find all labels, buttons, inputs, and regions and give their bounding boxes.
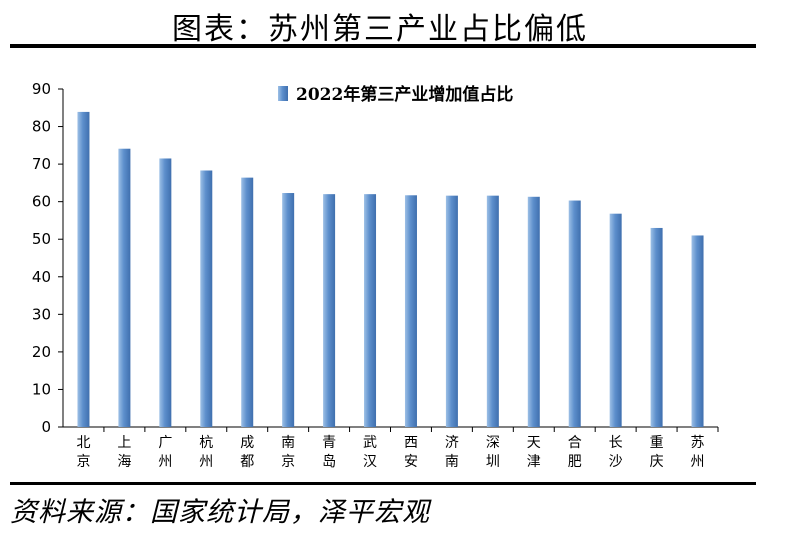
y-tick-label: 30 (32, 305, 51, 323)
bottom-rule (10, 482, 756, 485)
x-tick-label: 天津 (527, 435, 541, 470)
x-tick-label-char: 西 (404, 435, 418, 451)
x-tick-label: 济南 (445, 435, 459, 470)
x-tick-label-char: 南 (445, 454, 459, 470)
x-tick-label-char: 杭 (199, 435, 213, 451)
x-tick-label: 长沙 (609, 435, 623, 470)
x-tick-label-char: 圳 (486, 454, 500, 470)
x-tick-label: 西安 (404, 435, 418, 470)
x-tick-label: 北京 (76, 435, 90, 470)
x-tick-label-char: 苏 (691, 435, 705, 451)
x-tick-label: 武汉 (363, 435, 377, 470)
bar-南京 (282, 193, 295, 427)
y-tick-label: 20 (32, 343, 51, 361)
x-tick-label-char: 成 (240, 435, 254, 451)
bar-青岛 (323, 194, 336, 427)
x-tick-label-char: 州 (691, 454, 705, 470)
x-tick-label: 南京 (281, 435, 295, 470)
bar-武汉 (364, 194, 377, 427)
bar-济南 (445, 195, 458, 427)
y-tick-label: 70 (32, 155, 51, 173)
axes: 0 10 20 30 40 50 60 70 80 90 (32, 80, 719, 436)
bar-北京 (77, 111, 90, 428)
bar-上海 (118, 148, 131, 428)
x-tick-label: 深圳 (486, 435, 500, 470)
bars (77, 111, 704, 428)
x-tick-label-char: 长 (609, 435, 623, 451)
x-tick-label-char: 岛 (322, 454, 336, 470)
x-tick-label-char: 北 (76, 435, 90, 451)
bar-苏州 (691, 235, 704, 427)
y-tick-label: 80 (32, 118, 51, 136)
y-tick-label: 60 (32, 193, 51, 211)
x-tick-label: 上海 (117, 435, 131, 470)
x-tick-label: 苏州 (691, 435, 705, 470)
x-tick-label-char: 州 (158, 454, 172, 470)
x-tick-label-char: 天 (527, 435, 541, 451)
source-note: 资料来源：国家统计局，泽平宏观 (10, 497, 430, 528)
x-tick-label-char: 广 (158, 435, 172, 451)
x-tick-label: 成都 (240, 435, 254, 470)
x-tick-label-char: 上 (117, 435, 131, 451)
x-tick-label-char: 青 (322, 435, 336, 451)
x-tick-label-char: 都 (240, 454, 254, 470)
x-tick-label-char: 肥 (568, 454, 582, 470)
y-tick-label: 10 (32, 380, 51, 398)
bar-天津 (527, 196, 540, 427)
x-tick-label-char: 京 (281, 454, 295, 470)
y-tick-label: 90 (32, 80, 51, 98)
x-tick-label-char: 安 (404, 454, 418, 470)
bar-长沙 (609, 213, 622, 427)
x-tick-label-char: 庆 (650, 454, 664, 470)
bar-广州 (159, 158, 172, 427)
bar-成都 (241, 177, 254, 427)
x-tick-label-char: 州 (199, 454, 213, 470)
x-tick-label-char: 津 (527, 454, 541, 470)
x-tick-label-char: 南 (281, 435, 295, 451)
x-tick-label: 合肥 (568, 435, 582, 470)
bar-重庆 (650, 227, 663, 427)
x-tick-label-char: 沙 (609, 454, 623, 470)
legend-swatch (278, 86, 288, 101)
x-tick-label-char: 汉 (363, 454, 377, 470)
x-tick-label: 重庆 (650, 435, 664, 470)
x-tick-label: 广州 (158, 435, 172, 470)
x-tick-label: 杭州 (199, 435, 213, 470)
bar-深圳 (486, 195, 499, 427)
y-tick-label: 40 (32, 268, 51, 286)
x-tick-label-char: 海 (117, 454, 131, 470)
bar-西安 (404, 195, 417, 427)
x-tick-label-char: 深 (486, 435, 500, 451)
x-tick-label-char: 重 (650, 435, 664, 451)
x-tick-label-char: 武 (363, 435, 377, 451)
x-tick-label-char: 合 (568, 435, 582, 451)
y-tick-label: 50 (32, 230, 51, 248)
top-rule (10, 44, 756, 48)
legend-label: 2022年第三产业增加值占比 (296, 84, 513, 105)
bar-杭州 (200, 170, 213, 428)
y-tick-label: 0 (41, 418, 51, 436)
x-tick-label-char: 济 (445, 435, 459, 451)
chart-title: 图表：苏州第三产业占比偏低 (172, 12, 588, 47)
legend: 2022年第三产业增加值占比 (278, 84, 513, 105)
bar-合肥 (568, 200, 581, 427)
x-tick-label-char: 京 (76, 454, 90, 470)
x-tick-label: 青岛 (322, 435, 336, 470)
